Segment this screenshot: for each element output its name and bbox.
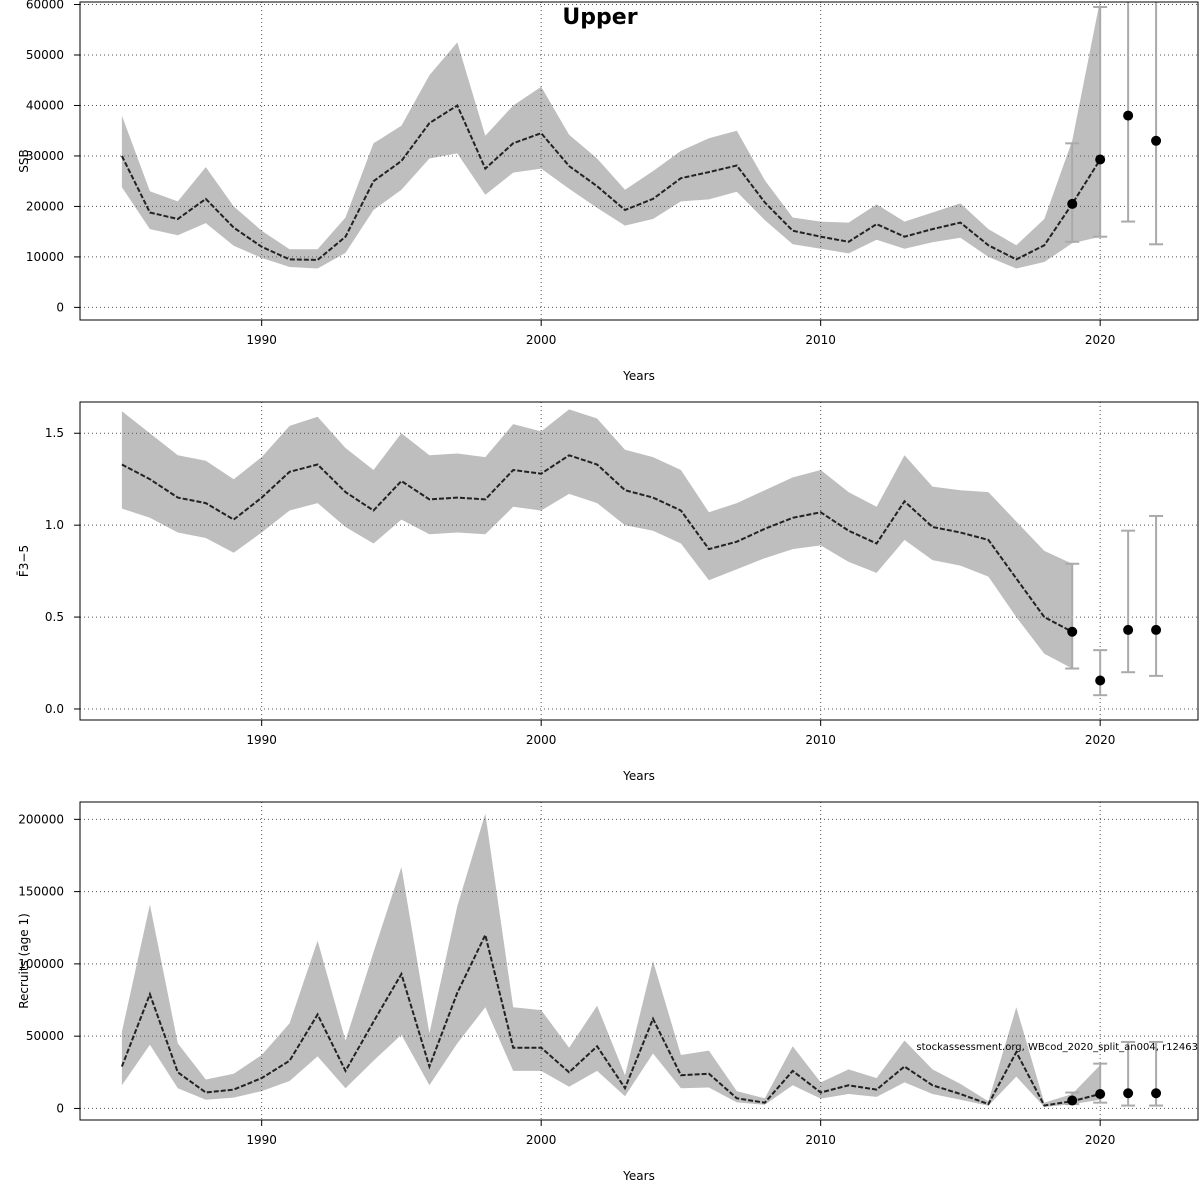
- rec-y-tick-label: 0: [56, 1101, 64, 1115]
- rec-x-tick-label: 2000: [526, 1133, 557, 1147]
- f-confidence-band: [121, 409, 1073, 669]
- rec-x-axis-label: Years: [622, 1169, 655, 1183]
- ssb-plot-frame: [79, 1, 1199, 321]
- rec-forecast-point: [1095, 1088, 1106, 1099]
- f-plot-frame: [79, 401, 1199, 721]
- figure-title: Upper: [562, 5, 637, 30]
- ssb-x-tick-label: 2010: [805, 333, 836, 347]
- ssb-x-axis-label: Years: [622, 369, 655, 383]
- ssb-y-axis-label: SSB: [17, 149, 31, 172]
- recruits-panel: 1990 2000 2010 2020 0 50000 100000 150000 200000…: [17, 801, 1199, 1183]
- ssb-y-tick-label: 50000: [26, 48, 64, 62]
- f-x-tick-label: 2010: [805, 733, 836, 747]
- f-y-tick-label: 0.5: [45, 610, 64, 624]
- f-x-tick-label: 2020: [1085, 733, 1116, 747]
- ssb-estimate-line: [121, 104, 1102, 261]
- ssb-y-tick-label: 20000: [26, 199, 64, 213]
- rec-estimate-line: [120, 932, 1101, 1107]
- rec-y-tick-label: 200000: [18, 812, 64, 826]
- ssb-x-tick-label: 1990: [246, 333, 277, 347]
- ssb-forecast-point: [1095, 154, 1106, 165]
- ssb-x-tick-label: 2020: [1085, 333, 1116, 347]
- rec-confidence-band: [121, 813, 1101, 1107]
- f-forecast-errorbar: [1121, 529, 1136, 674]
- f-forecast-point: [1067, 626, 1078, 637]
- f-y-tick-label: 1.5: [45, 426, 64, 440]
- f-forecast-point: [1151, 624, 1162, 635]
- rec-forecast-point: [1123, 1088, 1134, 1099]
- ssb-forecast-point: [1067, 198, 1078, 209]
- f-estimate-line: [121, 454, 1073, 633]
- f-y-tick-label: 1.0: [45, 518, 64, 532]
- rec-x-tick-label: 1990: [246, 1133, 277, 1147]
- rec-forecast-point: [1067, 1095, 1078, 1106]
- f-x-tick-label: 1990: [246, 733, 277, 747]
- rec-y-tick-label: 50000: [26, 1029, 64, 1043]
- rec-y-axis-label: Recruits (age 1): [17, 913, 31, 1009]
- f-forecast-point: [1095, 675, 1106, 686]
- f-y-tick-label: 0.0: [45, 702, 64, 716]
- ssb-forecast-point: [1151, 135, 1162, 146]
- ssb-y-tick-label: 30000: [26, 149, 64, 163]
- ssb-forecast-errorbar: [1121, 2, 1136, 223]
- f-x-axis-label: Years: [622, 769, 655, 783]
- rec-plot-frame: [79, 801, 1199, 1121]
- watermark-note: stockassessment.org, WBcod_2020_split_an…: [916, 1042, 1198, 1053]
- ssb-x-tick-label: 2000: [526, 333, 557, 347]
- f-forecast-errorbar: [1149, 514, 1164, 677]
- f-y-axis-label: F̄3−5: [17, 545, 31, 577]
- f-forecast-point: [1123, 624, 1134, 635]
- rec-x-tick-label: 2020: [1085, 1133, 1116, 1147]
- ssb-y-tick-label: 0: [56, 300, 64, 314]
- rec-y-tick-label: 150000: [18, 885, 64, 899]
- fishing-mortality-panel: 1990 2000 2010 2020 0.0 0.5 1.0 1.5 Years F̄3−5: [17, 401, 1199, 783]
- ssb-forecast-point: [1123, 110, 1134, 121]
- ssb-forecast-errorbar: [1093, 6, 1108, 238]
- f-forecast-errorbar: [1065, 562, 1080, 670]
- ssb-panel: 1990 2000 2010 2020 0 10000 20000 30000 40000 500…: [17, 0, 1199, 383]
- ssb-confidence-band: [121, 2, 1101, 269]
- rec-x-tick-label: 2010: [805, 1133, 836, 1147]
- ssb-y-tick-label: 10000: [26, 250, 64, 264]
- rec-forecast-point: [1151, 1088, 1162, 1099]
- rec-y-tick-label: 100000: [18, 957, 64, 971]
- ssb-y-tick-label: 60000: [26, 0, 64, 12]
- ssb-forecast-errorbar: [1065, 142, 1080, 243]
- f-x-tick-label: 2000: [526, 733, 557, 747]
- ssb-forecast-errorbar: [1149, 2, 1164, 246]
- ssb-y-tick-label: 40000: [26, 98, 64, 112]
- f-forecast-errorbar: [1093, 649, 1108, 697]
